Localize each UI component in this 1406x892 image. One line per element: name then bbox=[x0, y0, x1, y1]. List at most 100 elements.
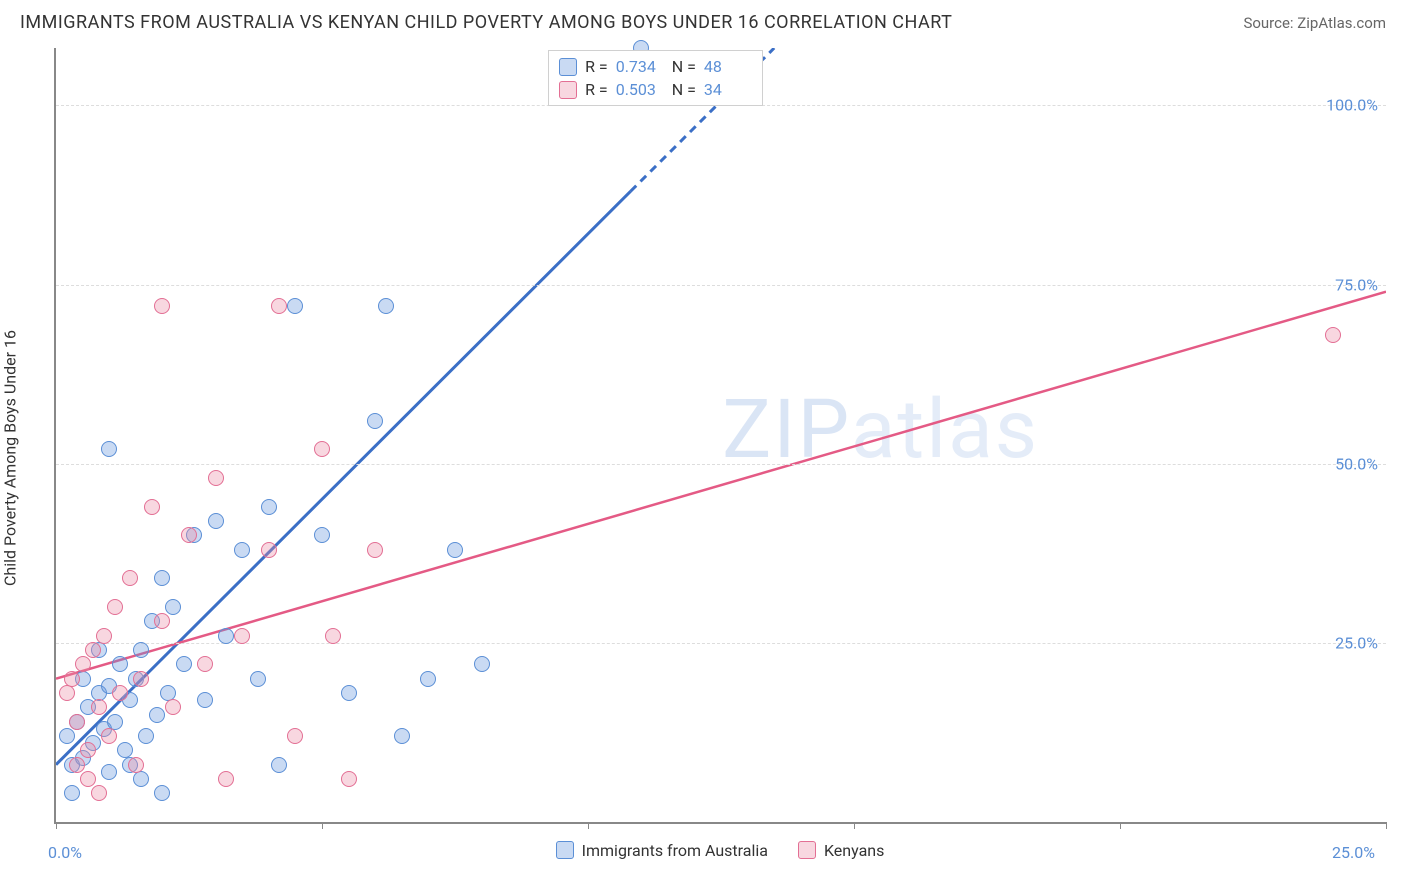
legend-r-label: R = bbox=[585, 57, 608, 76]
x-tick bbox=[1386, 822, 1387, 829]
gridline-h bbox=[56, 643, 1386, 644]
data-point bbox=[85, 642, 101, 658]
trend-line bbox=[56, 292, 1386, 679]
legend-n-label: N = bbox=[672, 57, 696, 76]
legend-n-value: 48 bbox=[704, 57, 752, 76]
data-point bbox=[64, 785, 80, 801]
gridline-h bbox=[56, 285, 1386, 286]
legend-swatch bbox=[559, 58, 577, 76]
plot-area: ZIPatlas 25.0%50.0%75.0%100.0%R =0.734N … bbox=[54, 48, 1386, 824]
data-point bbox=[474, 656, 490, 672]
data-point bbox=[112, 685, 128, 701]
data-point bbox=[314, 441, 330, 457]
x-tick-label: 25.0% bbox=[1332, 843, 1375, 862]
legend-item: Kenyans bbox=[798, 841, 884, 860]
legend-n-value: 34 bbox=[704, 80, 752, 99]
x-tick bbox=[1120, 822, 1121, 829]
legend-correlation-box: R = 0.734 N = 48 R = 0.503 N = 34 bbox=[548, 50, 763, 106]
data-point bbox=[197, 692, 213, 708]
data-point bbox=[367, 413, 383, 429]
legend-series-name: Kenyans bbox=[824, 841, 884, 860]
data-point bbox=[91, 699, 107, 715]
data-point bbox=[91, 785, 107, 801]
data-point bbox=[69, 714, 85, 730]
y-tick-label: 25.0% bbox=[1335, 633, 1378, 652]
data-point bbox=[154, 785, 170, 801]
gridline-h bbox=[56, 464, 1386, 465]
data-point bbox=[59, 685, 75, 701]
data-point bbox=[144, 499, 160, 515]
x-tick bbox=[854, 822, 855, 829]
y-tick-label: 75.0% bbox=[1335, 275, 1378, 294]
data-point bbox=[133, 771, 149, 787]
x-tick bbox=[588, 822, 589, 829]
legend-n-label: N = bbox=[672, 80, 696, 99]
data-point bbox=[271, 757, 287, 773]
data-point bbox=[420, 671, 436, 687]
data-point bbox=[181, 527, 197, 543]
chart-container: Child Poverty Among Boys Under 16 ZIPatl… bbox=[20, 48, 1386, 868]
data-point bbox=[138, 728, 154, 744]
data-point bbox=[101, 728, 117, 744]
data-point bbox=[378, 298, 394, 314]
data-point bbox=[69, 757, 85, 773]
data-point bbox=[271, 298, 287, 314]
legend-swatch bbox=[559, 81, 577, 99]
data-point bbox=[154, 613, 170, 629]
data-point bbox=[154, 570, 170, 586]
x-tick bbox=[322, 822, 323, 829]
data-point bbox=[1325, 327, 1341, 343]
legend-r-label: R = bbox=[585, 80, 608, 99]
data-point bbox=[64, 671, 80, 687]
data-point bbox=[176, 656, 192, 672]
data-point bbox=[218, 771, 234, 787]
data-point bbox=[154, 298, 170, 314]
legend-bottom: Immigrants from Australia Kenyans bbox=[54, 832, 1386, 868]
legend-row: R = 0.503 N = 34 bbox=[559, 78, 752, 101]
data-point bbox=[341, 771, 357, 787]
legend-r-value: 0.503 bbox=[616, 80, 664, 99]
data-point bbox=[208, 513, 224, 529]
source-name: ZipAtlas.com bbox=[1297, 14, 1386, 32]
data-point bbox=[325, 628, 341, 644]
data-point bbox=[261, 499, 277, 515]
legend-swatch bbox=[556, 841, 574, 859]
data-point bbox=[218, 628, 234, 644]
trend-lines-layer bbox=[56, 48, 1386, 822]
data-point bbox=[367, 542, 383, 558]
legend-item: Immigrants from Australia bbox=[556, 841, 768, 860]
source-attribution: Source: ZipAtlas.com bbox=[1243, 14, 1386, 32]
data-point bbox=[314, 527, 330, 543]
data-point bbox=[149, 707, 165, 723]
data-point bbox=[165, 699, 181, 715]
data-point bbox=[234, 628, 250, 644]
source-prefix: Source: bbox=[1243, 14, 1297, 32]
data-point bbox=[112, 656, 128, 672]
data-point bbox=[447, 542, 463, 558]
data-point bbox=[96, 628, 112, 644]
data-point bbox=[234, 542, 250, 558]
data-point bbox=[80, 742, 96, 758]
data-point bbox=[208, 470, 224, 486]
data-point bbox=[394, 728, 410, 744]
data-point bbox=[250, 671, 266, 687]
y-axis-label: Child Poverty Among Boys Under 16 bbox=[1, 330, 20, 586]
legend-r-value: 0.734 bbox=[616, 57, 664, 76]
data-point bbox=[261, 542, 277, 558]
y-tick-label: 100.0% bbox=[1326, 96, 1378, 115]
legend-swatch bbox=[798, 841, 816, 859]
data-point bbox=[133, 642, 149, 658]
data-point bbox=[75, 656, 91, 672]
data-point bbox=[59, 728, 75, 744]
data-point bbox=[80, 771, 96, 787]
data-point bbox=[165, 599, 181, 615]
data-point bbox=[128, 757, 144, 773]
data-point bbox=[107, 599, 123, 615]
x-tick-label: 0.0% bbox=[48, 843, 82, 862]
x-tick bbox=[56, 822, 57, 829]
legend-series-name: Immigrants from Australia bbox=[582, 841, 768, 860]
data-point bbox=[101, 441, 117, 457]
data-point bbox=[133, 671, 149, 687]
data-point bbox=[122, 570, 138, 586]
data-point bbox=[287, 728, 303, 744]
